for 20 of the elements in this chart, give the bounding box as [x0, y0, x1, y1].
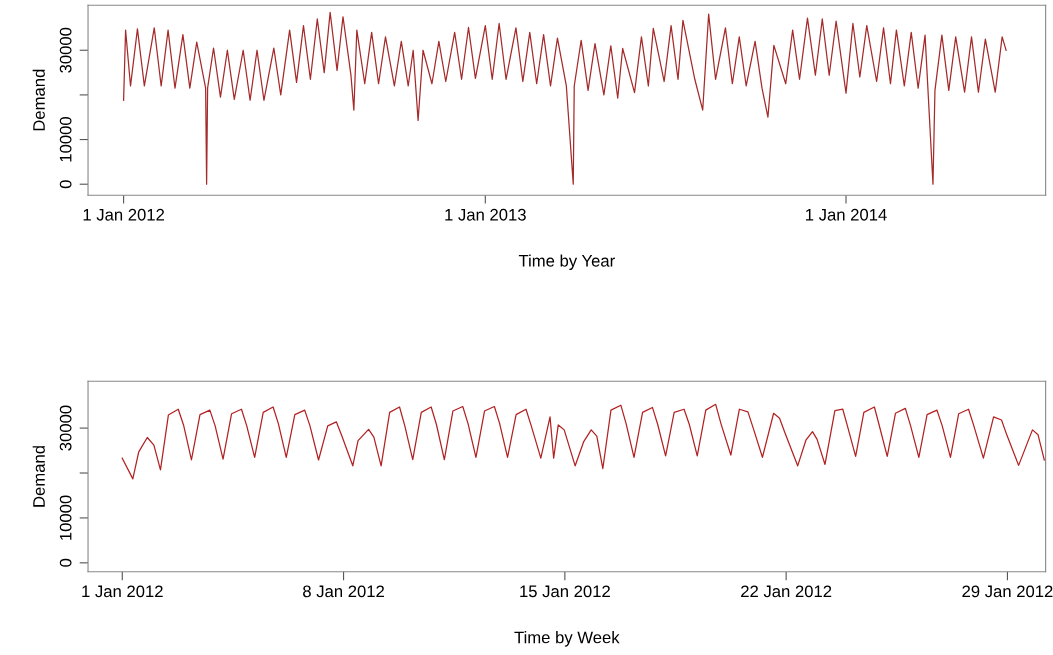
y-tick-label: 10000	[59, 117, 72, 162]
x-tick-label: 22 Jan 2012	[741, 585, 832, 598]
x-tick-label: 1 Jan 2012	[82, 585, 163, 598]
line-series	[122, 11, 1007, 185]
y-tick-label: 30000	[59, 405, 72, 451]
y-axis-title: Demand	[32, 69, 45, 131]
y-tick-label: 0	[59, 558, 72, 567]
x-tick-label: 1 Jan 2013	[445, 208, 526, 221]
y-tick-label: 30000	[59, 27, 72, 73]
x-tick-label: 1 Jan 2012	[83, 208, 165, 221]
x-tick-label: 1 Jan 2014	[806, 208, 887, 221]
x-tick-label: 15 Jan 2012	[520, 585, 610, 598]
x-axis-title: Time by Year	[518, 254, 615, 271]
x-tick-label: 8 Jan 2012	[303, 585, 384, 598]
y-tick-label: 0	[59, 180, 72, 189]
y-tick-label: 10000	[59, 495, 72, 540]
x-tick-label: 29 Jan 2012	[962, 585, 1053, 598]
line-series	[121, 403, 1045, 480]
y-axis-title: Demand	[32, 446, 45, 507]
x-axis-title: Time by Week	[514, 631, 620, 647]
